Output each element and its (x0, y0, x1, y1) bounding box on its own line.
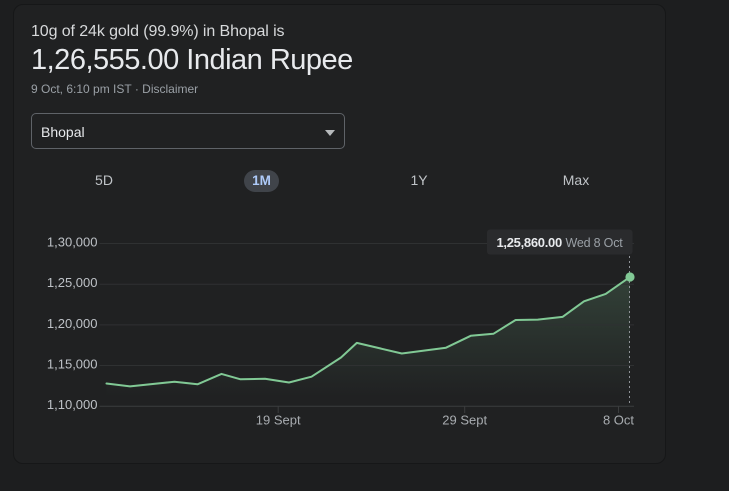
svg-text:1,30,000: 1,30,000 (47, 235, 98, 250)
svg-text:Wed 8 Oct: Wed 8 Oct (566, 236, 624, 250)
svg-text:1,20,000: 1,20,000 (47, 316, 98, 331)
svg-text:8 Oct: 8 Oct (603, 412, 634, 427)
svg-text:1,25,860.00: 1,25,860.00 (497, 235, 562, 250)
svg-text:1,10,000: 1,10,000 (47, 397, 98, 412)
svg-text:1,15,000: 1,15,000 (47, 357, 98, 372)
svg-text:29 Sept: 29 Sept (442, 412, 487, 427)
svg-text:1,25,000: 1,25,000 (47, 275, 98, 290)
svg-text:19 Sept: 19 Sept (256, 412, 301, 427)
